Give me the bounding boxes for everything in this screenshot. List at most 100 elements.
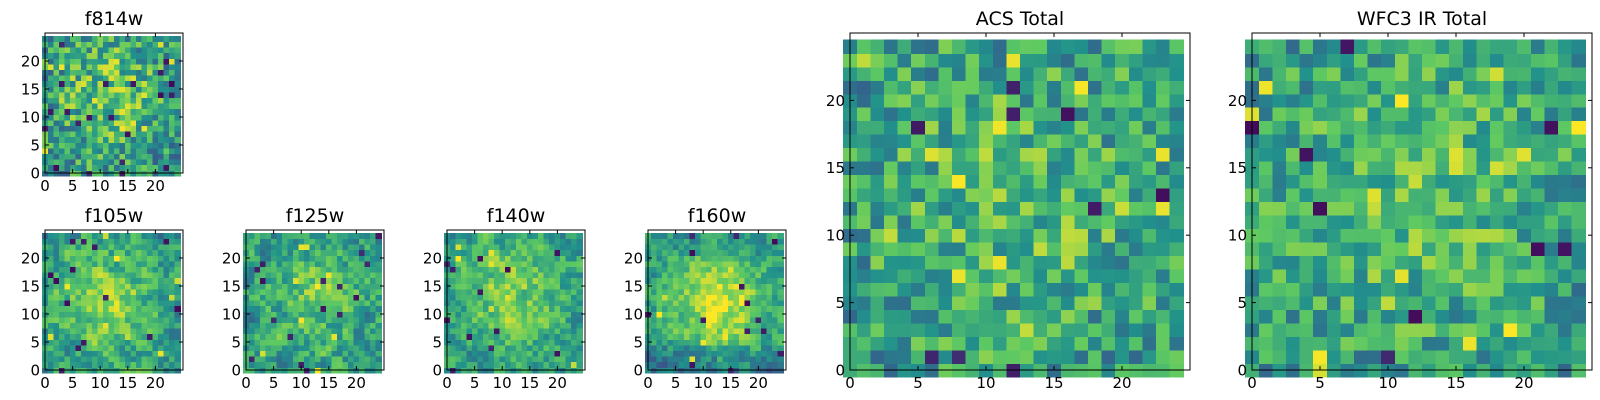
heatmap-cell [91,255,99,262]
heatmap-cell [353,300,360,307]
heatmap-cell [119,255,126,262]
heatmap-cell [64,131,71,138]
heatmap-cell [683,344,690,351]
heatmap-cell [1101,322,1116,337]
heatmap-cell [152,75,159,82]
heatmap-cell [1047,201,1062,216]
heatmap-cell [722,238,729,245]
heatmap-cell [543,311,550,318]
heatmap-cell [97,103,104,110]
heatmap-cell [1503,174,1518,189]
heatmap-cell [80,266,87,273]
heatmap-cell [739,249,746,256]
heatmap-cell [689,344,696,351]
heatmap-cell [97,136,104,143]
heatmap-cell [97,86,104,93]
heatmap-cell [694,249,702,256]
heatmap-cell [777,339,784,346]
heatmap-cell [108,164,115,171]
heatmap-cell [460,288,467,295]
heatmap-cell [1462,214,1477,230]
heatmap-cell [1258,201,1273,216]
heatmap-cell [499,328,506,335]
heatmap-cell [766,361,773,368]
heatmap-cell [276,350,283,357]
heatmap-cell [1558,336,1573,351]
heatmap-cell [163,344,170,351]
heatmap-cell [1544,93,1559,108]
heatmap-cell [370,244,377,251]
heatmap-cell [565,255,572,262]
heatmap-cell [86,75,93,82]
heatmap-cell [69,35,76,42]
heatmap-cell [86,35,93,42]
heatmap-cell [337,283,344,290]
heatmap-cell [270,232,277,239]
heatmap-cell [97,344,104,351]
heatmap-cell [722,356,729,363]
heatmap-cell [47,232,54,239]
heatmap-cell [1258,107,1273,122]
heatmap-cell [543,244,550,251]
heatmap-cell [460,350,467,357]
heatmap-cell [152,300,159,307]
heatmap-cell [359,344,366,351]
heatmap-cell [527,311,534,318]
heatmap-cell [1033,188,1048,203]
heatmap-cell [543,322,550,329]
heatmap-cell [924,39,939,54]
heatmap-cell [303,328,311,335]
heatmap-cell [64,288,71,295]
heatmap-cell [353,350,360,357]
heatmap-cell [315,238,322,245]
heatmap-cell [174,69,181,76]
heatmap-cell [359,249,366,256]
heatmap-cell [158,272,165,279]
heatmap-cell [455,344,462,351]
heatmap-cell [69,316,76,323]
heatmap-cell [119,272,126,279]
heatmap-cell [1517,53,1532,68]
heatmap-cell [270,361,277,368]
heatmap-cell [1476,147,1491,162]
heatmap-cell [1381,336,1396,351]
heatmap-cell [58,333,65,340]
heatmap-cell [1033,214,1048,230]
heatmap-cell [281,232,288,239]
heatmap-cell [766,350,773,357]
y-tick-label: 15 [222,277,241,295]
heatmap-cell [911,282,926,297]
heatmap-cell [711,311,718,318]
heatmap-cell [924,268,939,283]
heatmap-cell [287,294,294,301]
heatmap-cell [158,142,165,149]
heatmap-cell [114,75,121,82]
heatmap-cell [482,356,489,363]
heatmap-cell [979,39,994,54]
heatmap-cell [1422,241,1437,257]
heatmap-cell [47,63,54,70]
heatmap-cell [1544,107,1559,122]
heatmap-cell [504,255,512,262]
heatmap-cell [364,328,371,335]
heatmap-cell [1047,295,1062,310]
heatmap-cell [504,305,512,312]
heatmap-cell [722,266,729,273]
heatmap-cell [53,283,60,290]
heatmap-cell [303,255,311,262]
heatmap-cell [292,344,300,351]
heatmap-cell [136,300,143,307]
heatmap-cell [152,255,159,262]
heatmap-cell [565,350,572,357]
heatmap-cell [1074,53,1089,68]
heatmap-cell [292,305,300,312]
heatmap-cell [136,361,143,368]
heatmap-cell [136,80,143,87]
heatmap-cell [672,356,679,363]
heatmap-cell [1449,309,1464,324]
heatmap-cell [254,283,261,290]
heatmap-cell [510,339,517,346]
heatmap-cell [1272,214,1287,230]
heatmap-cell [80,300,87,307]
heatmap-cell [884,147,899,162]
